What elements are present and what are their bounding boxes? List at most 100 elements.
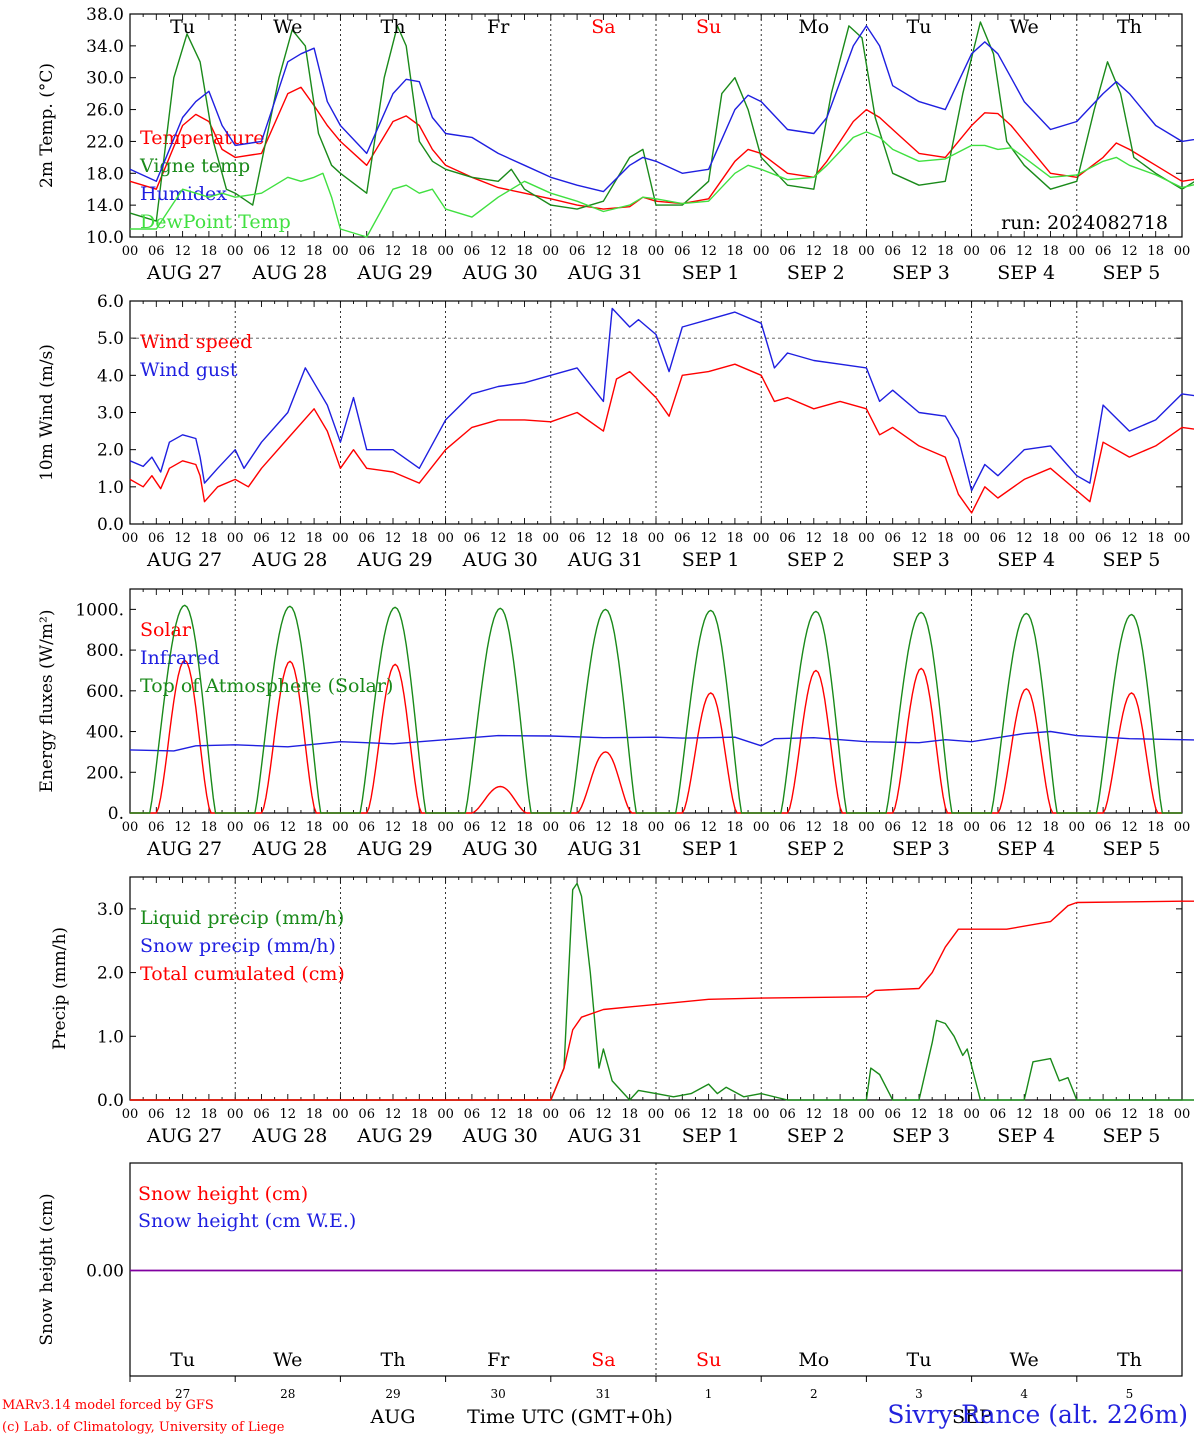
panel1-hour-label: 18 <box>1147 244 1164 259</box>
panel3-hour-label: 12 <box>806 820 823 835</box>
panel4-hour-label: 12 <box>280 1107 297 1122</box>
panel4-hour-label: 12 <box>806 1107 823 1122</box>
panel4-hour-label: 00 <box>1174 1107 1191 1122</box>
panel3-hour-label: 18 <box>516 820 533 835</box>
panel2-date-label: AUG 27 <box>146 549 222 571</box>
panel4-legend-2: Snow precip (mm/h) <box>140 935 336 957</box>
panel4-series-total-cumulated-cm <box>130 900 1194 1101</box>
panel2-hour-label: 18 <box>411 531 428 546</box>
panel3-hour-label: 06 <box>884 820 901 835</box>
weekday-label-top: We <box>1010 16 1039 38</box>
panel3-hour-label: 06 <box>358 820 375 835</box>
panel2-series-wind-speed <box>129 363 1194 514</box>
panel2-hour-label: 18 <box>516 531 533 546</box>
weekday-label-top: Tu <box>170 16 195 38</box>
panel2-hour-label: 18 <box>621 531 638 546</box>
panel4-hour-label: 00 <box>543 1107 560 1122</box>
panel5-legend-1: Snow height (cm) <box>138 1183 308 1205</box>
panel1-hour-label: 06 <box>464 244 481 259</box>
panel2-hour-label: 06 <box>674 531 691 546</box>
panel1-date-label: AUG 29 <box>356 262 432 284</box>
panel1-hour-label: 06 <box>148 244 165 259</box>
panel2-y-tick-label: 0.0 <box>97 515 124 535</box>
panel1-hour-label: 12 <box>911 244 928 259</box>
panel2-y-tick-label: 3.0 <box>97 404 124 424</box>
panel1-hour-label: 06 <box>990 244 1007 259</box>
panel3-hour-label: 00 <box>437 820 454 835</box>
panel2-hour-label: 00 <box>1069 531 1086 546</box>
panel1-hour-label: 00 <box>122 244 139 259</box>
panel2-date-label: AUG 31 <box>567 549 643 571</box>
panel1-legend-1: Temperature <box>140 127 264 149</box>
panel4-hour-label: 06 <box>884 1107 901 1122</box>
panel3-hour-label: 00 <box>1069 820 1086 835</box>
panel1-date-label: AUG 27 <box>146 262 222 284</box>
panel3-hour-label: 00 <box>332 820 349 835</box>
panel1-hour-label: 00 <box>1174 244 1191 259</box>
panel1-hour-label: 06 <box>358 244 375 259</box>
panel3-y-tick-label: 200. <box>86 763 124 783</box>
panel2-legend-2: Wind gust <box>140 359 238 381</box>
panel3-y-tick-label: 1000. <box>75 600 124 620</box>
panel3-date-label: AUG 27 <box>146 838 222 860</box>
panel3-date-label: AUG 28 <box>251 838 327 860</box>
panel2-y-axis-label: 10m Wind (m/s) <box>37 344 57 481</box>
panel2-hour-label: 06 <box>884 531 901 546</box>
panel3-hour-label: 18 <box>306 820 323 835</box>
panel1-hour-label: 18 <box>727 244 744 259</box>
panel3-hour-label: 12 <box>280 820 297 835</box>
panel4-hour-label: 12 <box>1121 1107 1138 1122</box>
panel3-hour-label: 06 <box>569 820 586 835</box>
panel1-hour-label: 18 <box>201 244 218 259</box>
panel4-y-tick-label: 1.0 <box>97 1027 124 1047</box>
panel1-hour-label: 00 <box>332 244 349 259</box>
panel1-hour-label: 12 <box>280 244 297 259</box>
panel3-hour-label: 18 <box>1042 820 1059 835</box>
weekday-label-bottom: We <box>1010 1349 1039 1371</box>
panel3-hour-label: 18 <box>1147 820 1164 835</box>
panel1-series-temperature <box>129 86 1194 210</box>
panel2-hour-label: 12 <box>490 531 507 546</box>
panel1-hour-label: 00 <box>963 244 980 259</box>
panel2-date-label: SEP 3 <box>892 549 950 571</box>
panel4-series-liquid-precip-mm-h <box>130 882 1194 1101</box>
panel4-date-label: AUG 31 <box>567 1125 643 1147</box>
panel4-hour-label: 00 <box>858 1107 875 1122</box>
panel1-y-axis-label: 2m Temp. (°C) <box>37 63 57 188</box>
panel2-y-tick-label: 6.0 <box>97 292 124 312</box>
panel2-hour-label: 12 <box>280 531 297 546</box>
panel1-hour-label: 00 <box>753 244 770 259</box>
panel3-hour-label: 06 <box>674 820 691 835</box>
panel3-hour-label: 18 <box>201 820 218 835</box>
panel3-hour-label: 06 <box>779 820 796 835</box>
panel3-hour-label: 00 <box>648 820 665 835</box>
panel1-y-tick-label: 26.0 <box>86 101 124 121</box>
panel2-hour-label: 00 <box>543 531 560 546</box>
panel3-hour-label: 12 <box>1016 820 1033 835</box>
panel1-hour-label: 12 <box>806 244 823 259</box>
panel2-hour-label: 00 <box>963 531 980 546</box>
panel3-y-axis-label: Energy fluxes (W/m²) <box>37 610 57 793</box>
panel1-hour-label: 00 <box>437 244 454 259</box>
day-number-bottom: 27 <box>175 1387 190 1401</box>
panel4-hour-label: 12 <box>385 1107 402 1122</box>
panel1-y-tick-label: 38.0 <box>86 5 124 25</box>
panel3-date-label: SEP 4 <box>997 838 1055 860</box>
panel2-date-label: AUG 29 <box>356 549 432 571</box>
panel4-hour-label: 06 <box>1095 1107 1112 1122</box>
panel3-date-label: SEP 1 <box>682 838 740 860</box>
panel2-hour-label: 06 <box>358 531 375 546</box>
panel4-hour-label: 18 <box>727 1107 744 1122</box>
panel3-legend-3: Top of Atmosphere (Solar) <box>140 675 393 697</box>
panel3-y-tick-label: 400. <box>86 723 124 743</box>
panel4-hour-label: 00 <box>122 1107 139 1122</box>
panel1-hour-label: 06 <box>884 244 901 259</box>
weekday-label-bottom: Sa <box>591 1349 615 1371</box>
panel4-date-label: SEP 1 <box>682 1125 740 1147</box>
weekday-label-bottom: Th <box>381 1349 406 1371</box>
panel5-legend-2: Snow height (cm W.E.) <box>138 1210 356 1232</box>
panel4-legend-3: Total cumulated (cm) <box>140 963 345 985</box>
panel3-y-tick-label: 0. <box>108 804 124 824</box>
panel4-hour-label: 12 <box>1016 1107 1033 1122</box>
